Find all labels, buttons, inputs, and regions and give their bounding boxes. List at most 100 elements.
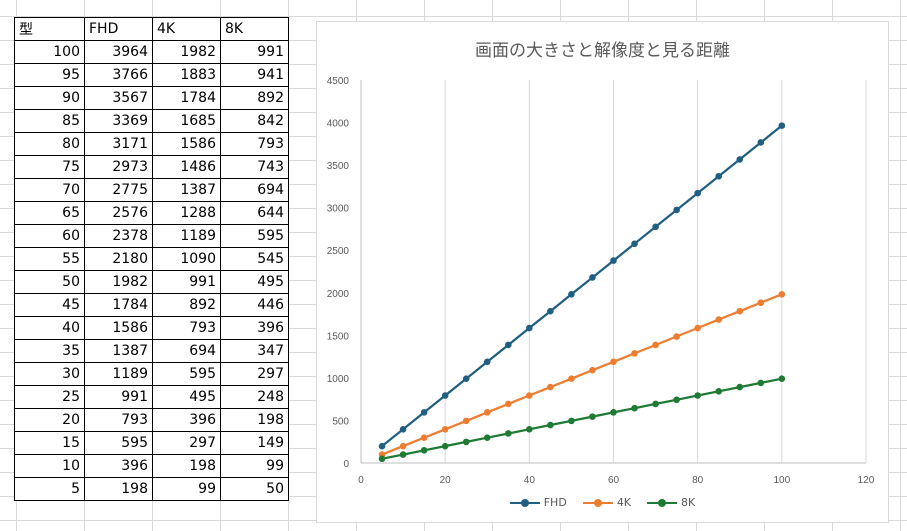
table-cell[interactable]: 644 [220, 201, 289, 225]
table-cell[interactable]: 694 [220, 178, 289, 202]
line-chart[interactable]: 画面の大きさと解像度と見る距離 0 500 1000 1500 2000 2500 3000… [316, 21, 889, 523]
header-cell[interactable]: FHD [84, 17, 153, 41]
table-cell[interactable]: 3766 [84, 63, 153, 87]
table-cell[interactable]: 50 [220, 477, 289, 501]
table-cell[interactable]: 2378 [84, 224, 153, 248]
table-cell[interactable]: 595 [152, 362, 221, 386]
table-cell[interactable]: 65 [14, 201, 85, 225]
legend-item-4k[interactable]: 4K [582, 496, 632, 509]
data-point-4k [441, 425, 449, 433]
legend-item-fhd[interactable]: FHD [509, 496, 567, 509]
table-cell[interactable]: 446 [220, 293, 289, 317]
table-cell[interactable]: 50 [14, 270, 85, 294]
table-cell[interactable]: 80 [14, 132, 85, 156]
table-cell[interactable]: 198 [84, 477, 153, 501]
table-cell[interactable]: 991 [84, 385, 153, 409]
table-cell[interactable]: 70 [14, 178, 85, 202]
table-cell[interactable]: 5 [14, 477, 85, 501]
table-cell[interactable]: 1486 [152, 155, 221, 179]
table-cell[interactable]: 2180 [84, 247, 153, 271]
table-cell[interactable]: 248 [220, 385, 289, 409]
table-cell[interactable]: 495 [220, 270, 289, 294]
table-cell[interactable]: 347 [220, 339, 289, 363]
header-cell[interactable]: 型 [14, 17, 85, 41]
table-cell[interactable]: 595 [84, 431, 153, 455]
legend-item-8k[interactable]: 8K [647, 496, 695, 509]
x-tick-label: 20 [440, 475, 452, 486]
data-point-8k [610, 409, 617, 416]
table-cell[interactable]: 1883 [152, 63, 221, 87]
table-cell[interactable]: 1090 [152, 247, 221, 271]
table-cell[interactable]: 2775 [84, 178, 153, 202]
table-cell[interactable]: 3964 [84, 40, 153, 64]
table-cell[interactable]: 30 [14, 362, 85, 386]
table-cell[interactable]: 991 [220, 40, 289, 64]
table-cell[interactable]: 10 [14, 454, 85, 478]
table-cell[interactable]: 149 [220, 431, 289, 455]
header-cell[interactable]: 4K [152, 17, 221, 41]
table-cell[interactable]: 842 [220, 109, 289, 133]
table-cell[interactable]: 1387 [152, 178, 221, 202]
table-cell[interactable]: 892 [152, 293, 221, 317]
data-point-fhd [378, 442, 386, 450]
table-cell[interactable]: 35 [14, 339, 85, 363]
table-cell[interactable]: 396 [84, 454, 153, 478]
table-cell[interactable]: 1586 [152, 132, 221, 156]
table-cell[interactable]: 2576 [84, 201, 153, 225]
data-point-8k [715, 388, 723, 395]
table-cell[interactable]: 793 [84, 408, 153, 432]
table-cell[interactable]: 1387 [84, 339, 153, 363]
legend-label: 4K [616, 496, 632, 509]
table-cell[interactable]: 100 [14, 40, 85, 64]
table-cell[interactable]: 75 [14, 155, 85, 179]
table-cell[interactable]: 297 [152, 431, 221, 455]
table-cell[interactable]: 25 [14, 385, 85, 409]
table-cell[interactable]: 495 [152, 385, 221, 409]
table-cell[interactable]: 892 [220, 86, 289, 110]
data-point-4k [652, 341, 659, 349]
table-cell[interactable]: 793 [220, 132, 289, 156]
table-cell[interactable]: 20 [14, 408, 85, 432]
table-cell[interactable]: 396 [220, 316, 289, 340]
data-point-8k [694, 392, 701, 399]
table-cell[interactable]: 595 [220, 224, 289, 248]
table-cell[interactable]: 1685 [152, 109, 221, 133]
table-cell[interactable]: 3567 [84, 86, 153, 110]
table-cell[interactable]: 743 [220, 155, 289, 179]
table-cell[interactable]: 297 [220, 362, 289, 386]
table-cell[interactable]: 95 [14, 63, 85, 87]
table-cell[interactable]: 396 [152, 408, 221, 432]
table-cell[interactable]: 90 [14, 86, 85, 110]
table-cell[interactable]: 1189 [84, 362, 153, 386]
table-cell[interactable]: 793 [152, 316, 221, 340]
table-cell[interactable]: 60 [14, 224, 85, 248]
table-cell[interactable]: 3171 [84, 132, 153, 156]
table-cell[interactable]: 941 [220, 63, 289, 87]
table-cell[interactable]: 1784 [152, 86, 221, 110]
table-cell[interactable]: 991 [152, 270, 221, 294]
table-cell[interactable]: 40 [14, 316, 85, 340]
table-cell[interactable]: 45 [14, 293, 85, 317]
table-cell[interactable]: 1982 [84, 270, 153, 294]
data-point-8k [378, 455, 386, 463]
table-cell[interactable]: 3369 [84, 109, 153, 133]
table-cell[interactable]: 55 [14, 247, 85, 271]
data-point-4k [673, 333, 680, 340]
table-cell[interactable]: 1288 [152, 201, 221, 225]
table-cell[interactable]: 198 [152, 454, 221, 478]
table-cell[interactable]: 99 [220, 454, 289, 478]
table-cell[interactable]: 85 [14, 109, 85, 133]
table-cell[interactable]: 1586 [84, 316, 153, 340]
table-cell[interactable]: 99 [152, 477, 221, 501]
table-cell[interactable]: 15 [14, 431, 85, 455]
table-cell[interactable]: 1982 [152, 40, 221, 64]
table-cell[interactable]: 545 [220, 247, 289, 271]
table-cell[interactable]: 1784 [84, 293, 153, 317]
table-cell[interactable]: 694 [152, 339, 221, 363]
table-row: 30 1189 595 297 [14, 362, 289, 386]
table-cell[interactable]: 1189 [152, 224, 221, 248]
table-row: 40 1586 793 396 [14, 316, 289, 340]
header-cell[interactable]: 8K [220, 17, 289, 41]
table-cell[interactable]: 198 [220, 408, 289, 432]
table-cell[interactable]: 2973 [84, 155, 153, 179]
